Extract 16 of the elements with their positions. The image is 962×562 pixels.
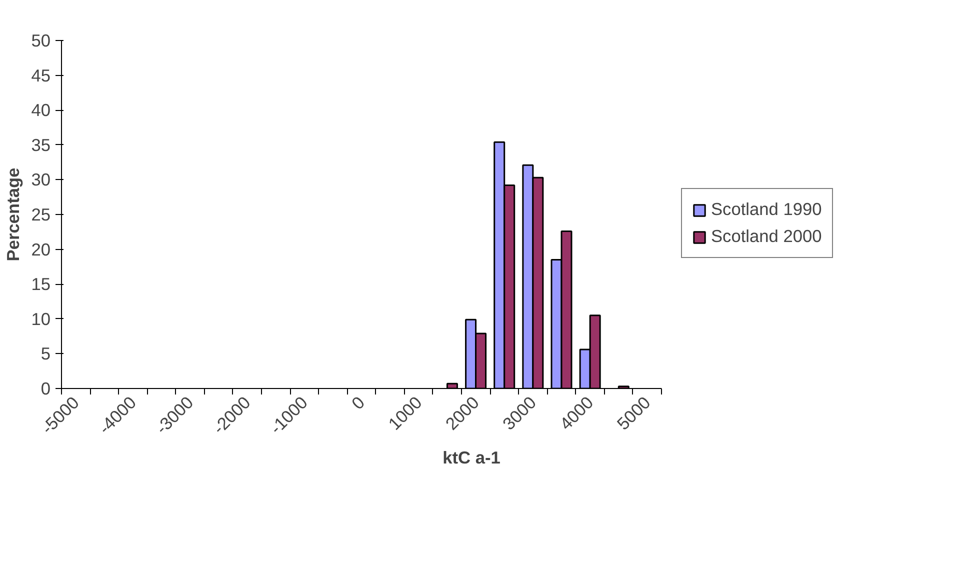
y-axis-title: Percentage [3, 167, 24, 262]
y-tick-label: 25 [31, 204, 51, 224]
y-tick-label: 40 [31, 100, 51, 120]
y-tick-label: 10 [31, 308, 51, 329]
y-tick-label: 20 [31, 239, 51, 260]
x-axis-title: ktC a-1 [442, 447, 501, 468]
x-tick-label: 0 [348, 392, 369, 414]
y-tick-label: 35 [31, 134, 51, 155]
y-tick-label: 5 [40, 344, 51, 364]
y-tick-label: 30 [31, 170, 51, 190]
y-tick-label: 45 [31, 65, 51, 86]
y-tick-label: 15 [31, 274, 51, 294]
legend-label: Scotland 2000 [711, 226, 822, 247]
y-tick-label: 0 [40, 378, 51, 398]
legend-label: Scotland 1990 [711, 199, 822, 220]
y-tick-label: 50 [31, 30, 51, 50]
